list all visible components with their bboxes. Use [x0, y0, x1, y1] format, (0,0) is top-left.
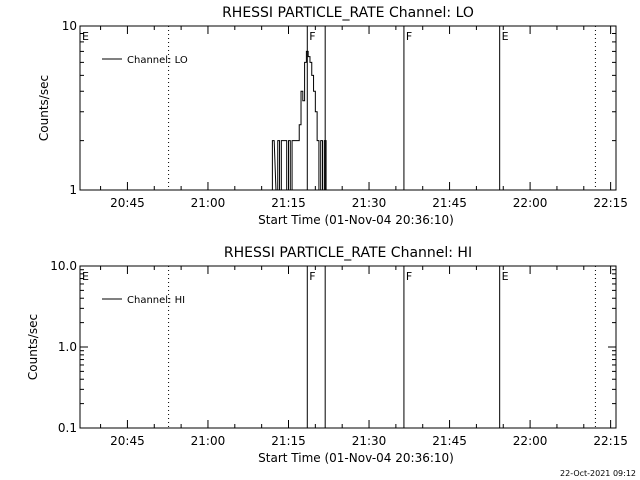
x-tick-label: 21:45 [432, 196, 467, 210]
y-tick-label: 0.1 [58, 421, 77, 435]
x-tick-label: 22:15 [593, 196, 628, 210]
x-tick-label: 21:00 [191, 196, 226, 210]
x-axis-label: Start Time (01-Nov-04 20:36:10) [258, 451, 454, 465]
chart-title: RHESSI PARTICLE_RATE Channel: HI [224, 245, 472, 261]
x-tick-label: 20:45 [110, 196, 145, 210]
y-tick-label: 10 [62, 19, 77, 33]
plot-frame [79, 25, 617, 191]
x-tick-label: 21:45 [432, 434, 467, 448]
x-tick-label: 22:00 [513, 434, 548, 448]
flag-label: E [82, 270, 89, 283]
flag-label: E [502, 30, 509, 43]
x-tick-label: 21:30 [352, 196, 387, 210]
y-tick-label: 1 [69, 183, 77, 197]
flag-label: F [309, 30, 315, 43]
flag-label: F [309, 270, 315, 283]
x-tick-label: 21:30 [352, 434, 387, 448]
x-tick-label: 22:00 [513, 196, 548, 210]
y-axis-label: Counts/sec [26, 314, 40, 380]
y-tick-label: 10.0 [50, 259, 77, 273]
legend-label: Channel: LO [127, 55, 188, 66]
x-tick-label: 20:45 [110, 434, 145, 448]
data-series-line [270, 50, 328, 191]
flag-label: F [406, 270, 412, 283]
x-tick-label: 21:15 [271, 196, 306, 210]
y-axis-label: Counts/sec [37, 75, 51, 141]
flag-label: F [406, 30, 412, 43]
footer-timestamp: 22-Oct-2021 09:12 [560, 469, 636, 478]
flag-label: E [502, 270, 509, 283]
legend-label: Channel: HI [127, 295, 185, 306]
flag-label: E [82, 30, 89, 43]
chart-title: RHESSI PARTICLE_RATE Channel: LO [222, 5, 474, 21]
y-tick-label: 1.0 [58, 340, 77, 354]
x-tick-label: 22:15 [593, 434, 628, 448]
x-tick-label: 21:15 [271, 434, 306, 448]
x-tick-label: 21:00 [191, 434, 226, 448]
x-axis-label: Start Time (01-Nov-04 20:36:10) [258, 213, 454, 227]
